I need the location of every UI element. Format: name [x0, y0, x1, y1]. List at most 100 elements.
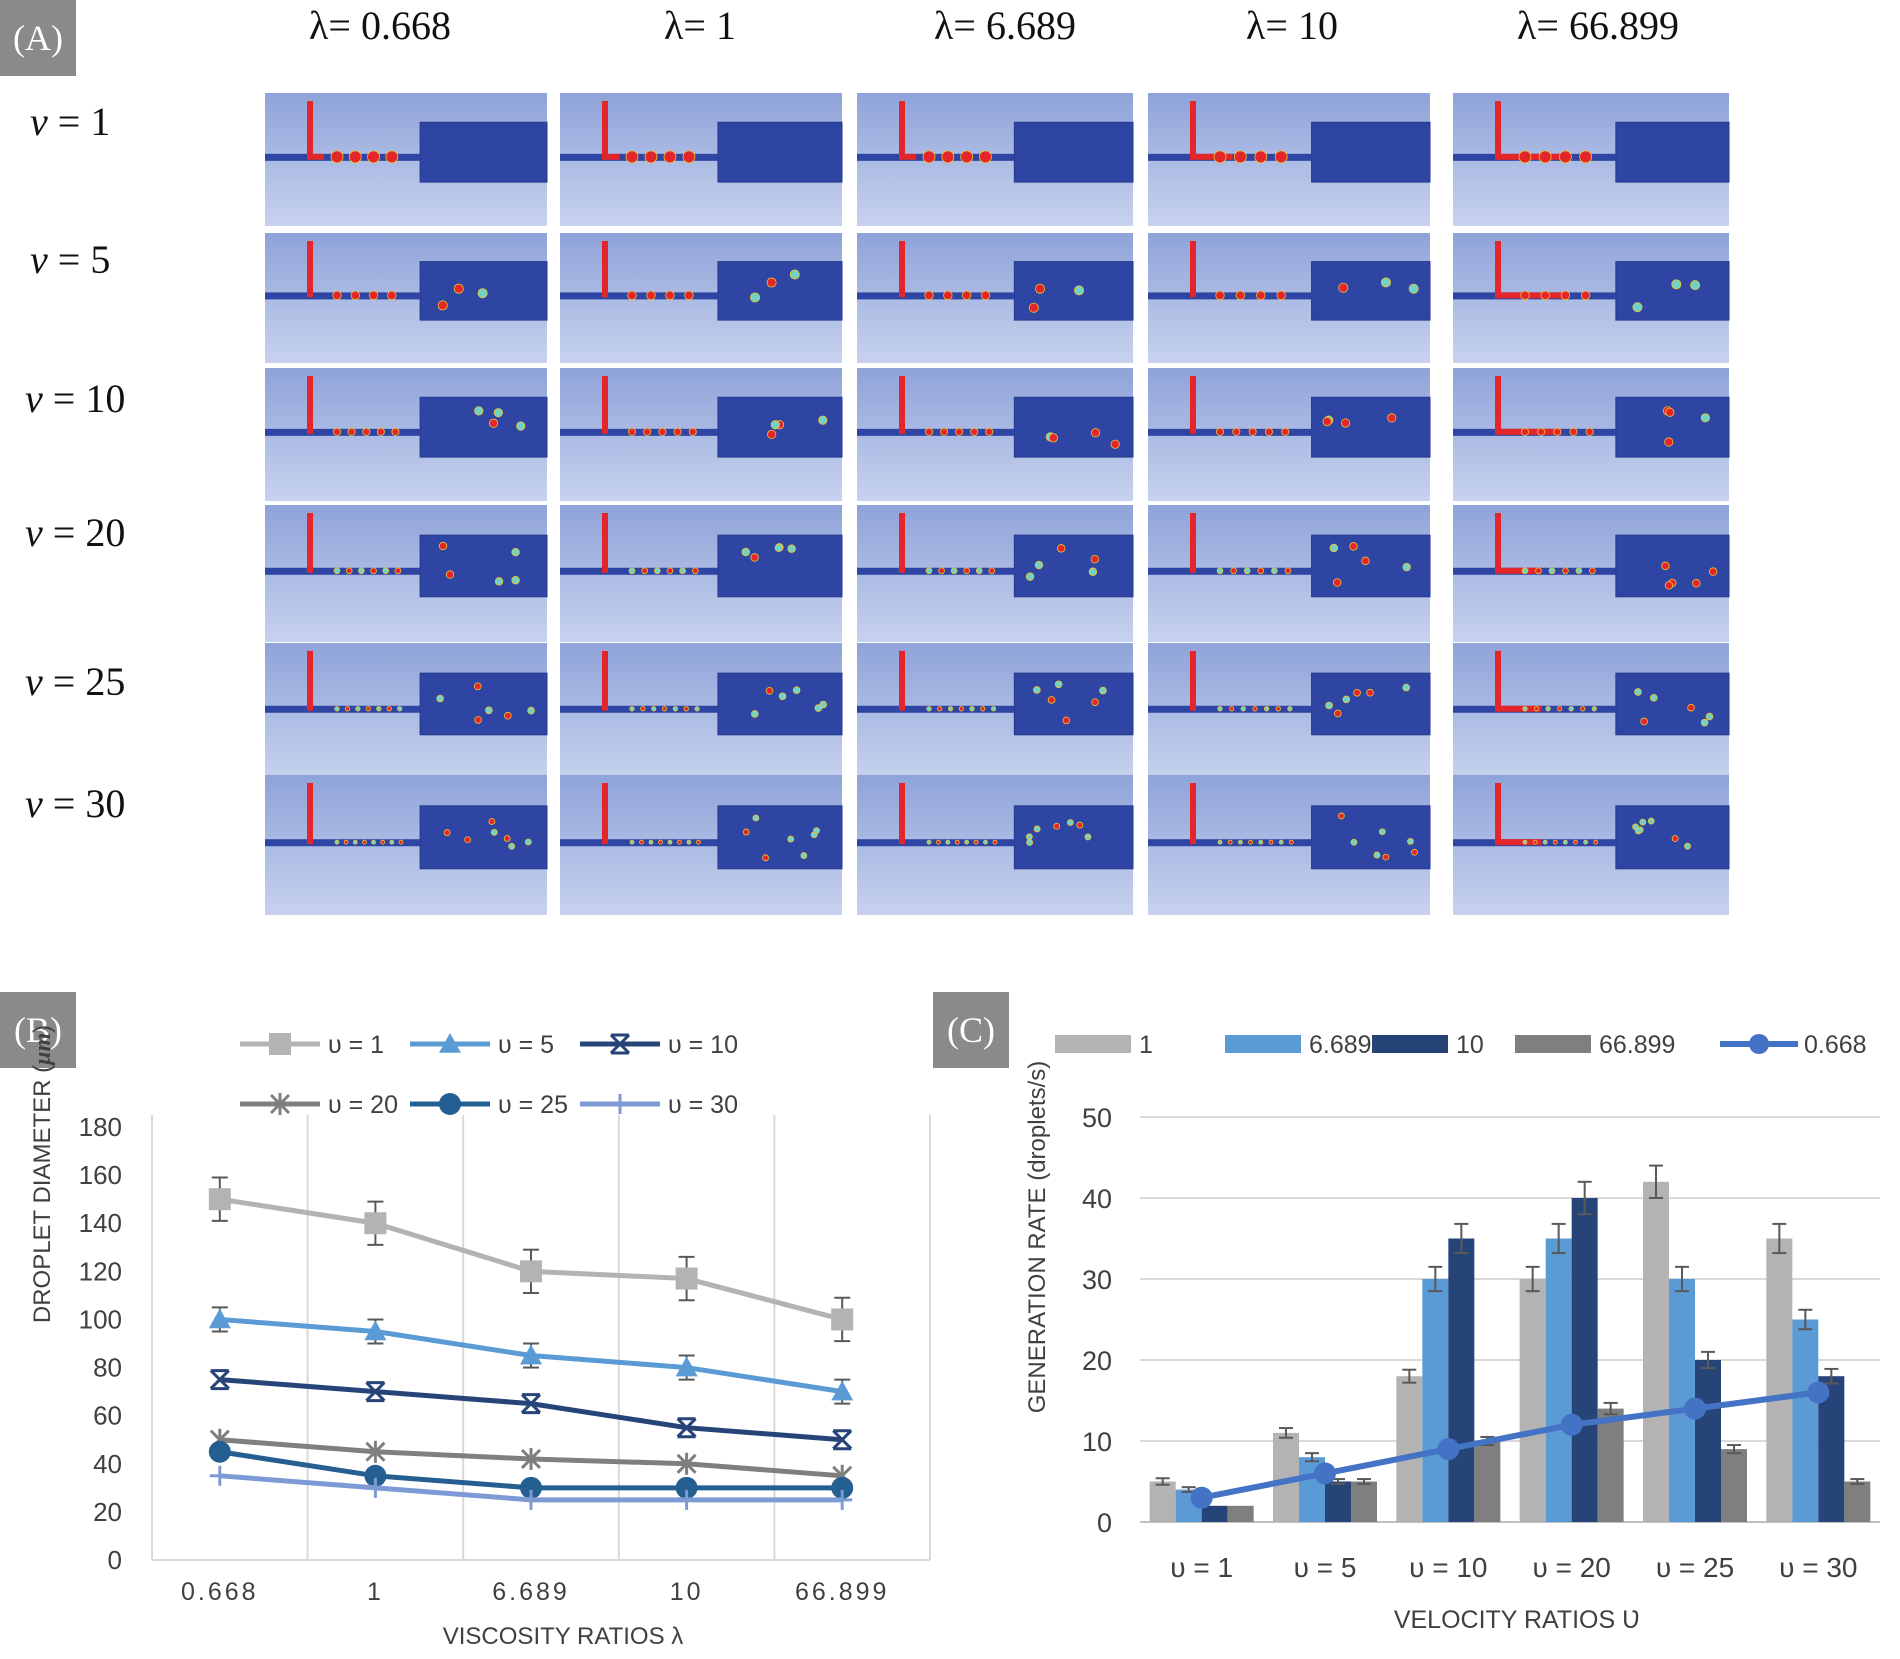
c-y-tick-label: 30	[1082, 1265, 1112, 1295]
b-y-tick-label: 100	[79, 1304, 122, 1334]
simulation-cell	[560, 93, 843, 226]
b-series-4	[208, 1440, 854, 1499]
panel-a-label: (A)	[0, 0, 76, 76]
c-line-point	[1560, 1413, 1583, 1436]
b-y-tick-label: 40	[93, 1449, 122, 1479]
c-bar	[1844, 1481, 1871, 1522]
c-line-point	[1314, 1462, 1336, 1485]
c-x-tick-label: υ = 30	[1779, 1552, 1857, 1583]
c-y-tick-label: 0	[1097, 1508, 1112, 1538]
b-x-tick-label: 1	[367, 1578, 384, 1606]
lambda-header: λ= 0.668	[309, 3, 451, 48]
simulation-cell	[1148, 233, 1431, 363]
b-data-point	[364, 1320, 387, 1341]
b-x-tick-label: 10	[670, 1578, 704, 1606]
c-error-bar	[1155, 1477, 1170, 1486]
b-data-point	[521, 1489, 541, 1510]
b-data-point	[209, 1465, 230, 1486]
c-line-point	[1190, 1486, 1213, 1509]
b-series-2	[209, 1369, 853, 1451]
c-line-point	[1684, 1397, 1706, 1420]
b-y-tick-label: 160	[79, 1160, 122, 1190]
b-data-point	[676, 1452, 697, 1475]
c-legend-label: 1	[1139, 1031, 1153, 1059]
c-error-bar	[1850, 1478, 1865, 1485]
c-legend-item: 6.689	[1225, 1031, 1372, 1059]
c-error-bar	[1279, 1427, 1293, 1439]
droplet-diameter-chart: υ = 1 υ = 5 υ = 10 υ = 20 υ = 25 υ = 30 0 20 40…	[29, 1025, 931, 1650]
b-y-tick-label: 180	[79, 1112, 122, 1142]
b-data-point	[675, 1356, 698, 1377]
c-y-tick-label: 10	[1082, 1427, 1112, 1457]
b-data-point	[364, 1212, 387, 1235]
b-data-point	[365, 1381, 386, 1403]
b-legend-item: υ = 10	[580, 1031, 738, 1059]
c-error-bar	[1824, 1367, 1839, 1385]
c-error-bar	[1551, 1222, 1566, 1255]
c-error-bar	[1305, 1452, 1319, 1463]
b-data-point	[209, 1369, 230, 1391]
c-error-bar	[1525, 1265, 1540, 1293]
c-error-bar	[1701, 1350, 1715, 1370]
b-y-tick-label: 140	[79, 1208, 122, 1238]
simulation-cell	[265, 368, 548, 501]
c-error-bar	[1603, 1401, 1618, 1416]
c-y-tick-label: 20	[1082, 1346, 1112, 1376]
panel-c-label: (C)	[933, 992, 1009, 1068]
b-data-point	[675, 1476, 698, 1499]
c-bar	[1695, 1360, 1721, 1522]
c-y-tick-label: 50	[1082, 1103, 1112, 1133]
simulation-cell	[265, 505, 548, 642]
c-error-bar	[1454, 1222, 1469, 1255]
b-data-point	[831, 1476, 854, 1499]
simulation-cell	[1453, 775, 1730, 915]
c-bar	[1474, 1441, 1501, 1522]
b-legend-item: υ = 30	[580, 1091, 738, 1119]
b-x-tick-label: 66.899	[795, 1578, 889, 1606]
velocity-row-label: v = 20	[25, 510, 126, 555]
simulation-cell	[560, 775, 843, 915]
b-data-point	[365, 1477, 386, 1498]
c-legend-label: 66.899	[1599, 1031, 1675, 1059]
c-legend-item: 0.668	[1720, 1031, 1867, 1059]
c-error-bar	[1577, 1180, 1592, 1216]
simulation-cell	[1148, 775, 1431, 915]
b-series-1	[208, 1306, 854, 1405]
b-data-point	[676, 1489, 697, 1510]
c-x-axis-label: VELOCITY RATIOS Ʋ	[1394, 1606, 1640, 1634]
c-y-tick-label: 40	[1082, 1184, 1112, 1214]
c-x-tick-label: υ = 1	[1170, 1552, 1233, 1583]
b-x-axis-label: VISCOSITY RATIOS λ	[443, 1623, 684, 1650]
b-legend-label: υ = 5	[498, 1031, 554, 1059]
b-y-tick-label: 60	[93, 1401, 122, 1431]
b-data-point	[365, 1440, 386, 1463]
c-bar	[1351, 1481, 1377, 1522]
c-series-0	[1149, 1164, 1793, 1522]
velocity-row-label: v = 30	[25, 781, 126, 826]
b-data-point	[831, 1308, 854, 1331]
b-legend-item: υ = 5	[410, 1031, 554, 1059]
c-error-bar	[1649, 1164, 1663, 1199]
panel-b-label: (B)	[0, 992, 76, 1068]
c-bar	[1643, 1181, 1669, 1522]
generation-rate-chart: 1 6.689 10 66.899 0.668 0 10 20 30 40 50 υ = 1 υ =…	[1024, 1031, 1880, 1634]
b-y-tick-label: 80	[93, 1353, 122, 1383]
simulation-cell	[560, 505, 843, 642]
simulation-cell	[560, 233, 843, 363]
c-legend-item: 10	[1372, 1031, 1484, 1059]
b-data-point	[675, 1267, 698, 1290]
b-data-point	[520, 1447, 542, 1470]
b-data-point	[832, 1429, 853, 1451]
c-line-point	[1807, 1381, 1830, 1404]
c-legend-label: 6.689	[1309, 1031, 1372, 1059]
c-line-point	[1437, 1438, 1460, 1461]
b-data-point	[208, 1440, 231, 1463]
b-x-tick-label: 0.668	[181, 1578, 259, 1606]
c-line-series	[1201, 1389, 1819, 1501]
c-series-3	[1227, 1401, 1871, 1522]
simulation-cell	[560, 368, 843, 501]
c-bar	[1149, 1481, 1176, 1522]
c-x-tick-label: υ = 5	[1294, 1552, 1357, 1583]
c-bar	[1766, 1238, 1793, 1522]
simulation-cell	[1148, 643, 1431, 780]
